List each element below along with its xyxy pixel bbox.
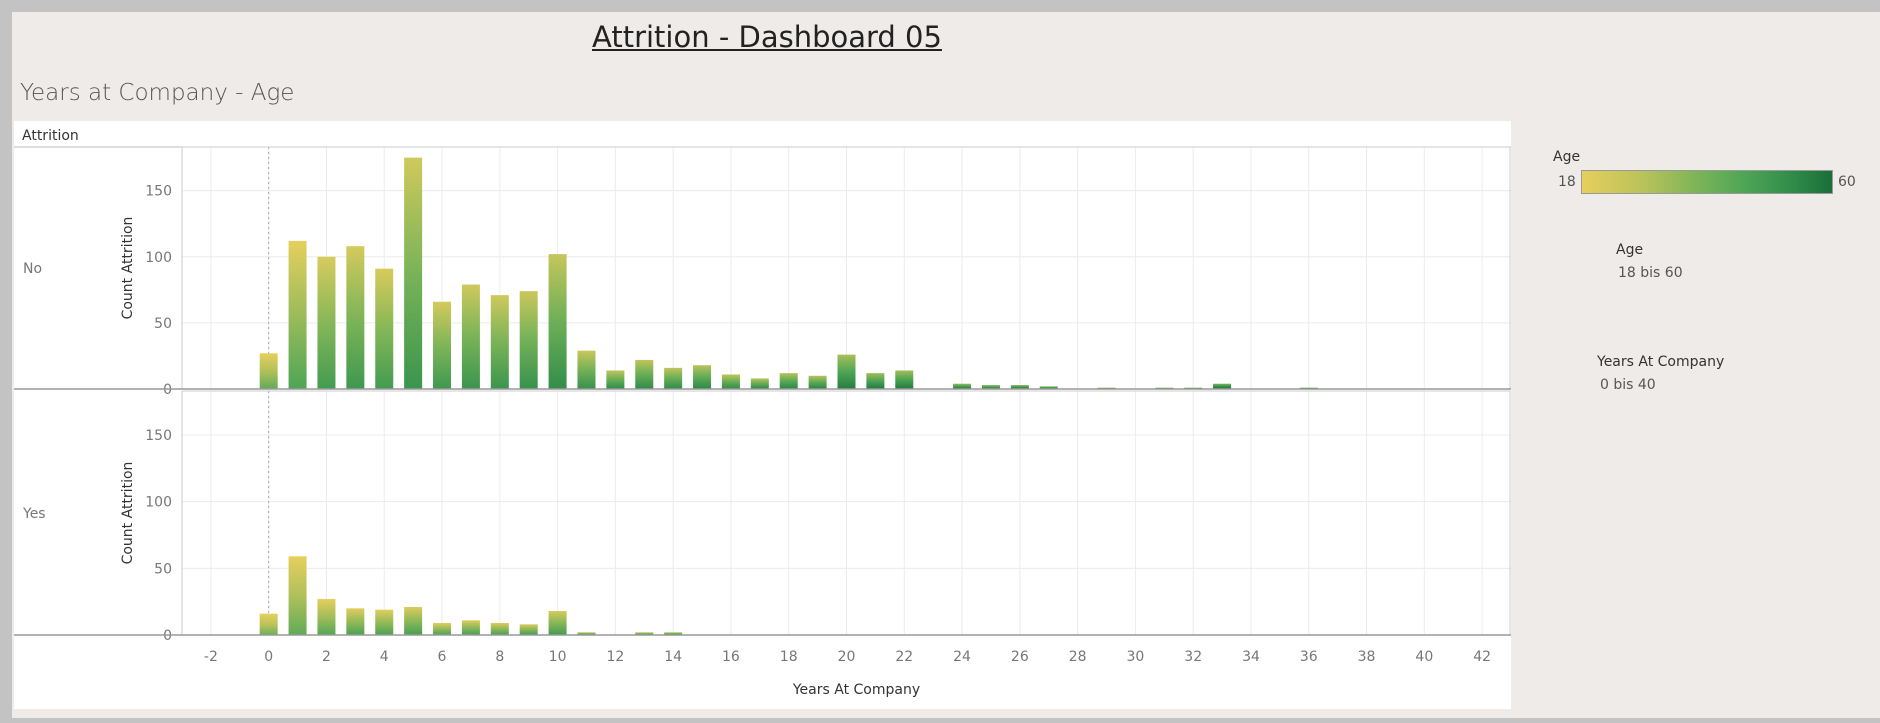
x-tick-label: -2 [204, 649, 218, 665]
bar-yes-5 [404, 607, 423, 635]
bar-no-27 [1039, 386, 1058, 389]
age-filter-range[interactable]: 18 bis 60 [1618, 265, 1683, 281]
attrition-header-label: Attrition [22, 128, 79, 144]
y-tick-label: 150 [145, 184, 172, 200]
x-tick-label: 2 [322, 649, 331, 665]
y-tick-label: 100 [145, 250, 172, 266]
bar-no-10 [548, 254, 567, 389]
y-tick-label: 0 [163, 628, 172, 644]
bar-yes-9 [519, 624, 538, 635]
bar-no-22 [895, 370, 914, 389]
x-tick-label: 30 [1126, 649, 1144, 665]
chart-area[interactable]: Attrition 0 50 100 150 No Count Attrition 0 50 10… [14, 121, 1511, 709]
x-tick-label: 42 [1473, 649, 1491, 665]
x-tick-label: 20 [838, 649, 856, 665]
x-tick-label: 38 [1358, 649, 1376, 665]
y-tick-label: 150 [145, 428, 172, 444]
dashboard-title: Attrition - Dashboard 05 [592, 20, 942, 54]
bar-no-6 [433, 301, 452, 389]
y-tick-label: 0 [163, 382, 172, 398]
x-tick-label: 4 [380, 649, 389, 665]
bar-yes-6 [433, 623, 452, 635]
x-tick-label: 26 [1011, 649, 1029, 665]
bar-no-11 [577, 350, 596, 389]
bar-no-25 [981, 385, 1000, 389]
x-tick-label: 22 [895, 649, 913, 665]
header-row [14, 121, 1511, 147]
bar-yes-0 [259, 613, 278, 635]
bar-no-13 [635, 359, 654, 389]
bar-no-12 [606, 370, 625, 389]
bar-yes-1 [288, 556, 307, 635]
color-legend-max: 60 [1838, 174, 1856, 190]
x-tick-label: 8 [495, 649, 504, 665]
x-tick-label: 10 [549, 649, 567, 665]
y-tick-label: 100 [145, 495, 172, 511]
bar-no-15 [693, 365, 712, 389]
bar-yes-14 [664, 632, 683, 635]
bar-no-9 [519, 291, 538, 389]
bar-yes-13 [635, 632, 654, 635]
row-label-yes: Yes [22, 506, 46, 522]
bar-no-1 [288, 240, 307, 389]
y-tick-label: 50 [154, 561, 172, 577]
bar-no-2 [317, 256, 336, 389]
bar-no-17 [750, 378, 769, 389]
bar-yes-8 [490, 623, 509, 635]
sheet-title: Years at Company - Age [20, 80, 295, 106]
x-axis-title: Years At Company [792, 682, 920, 698]
bar-no-0 [259, 353, 278, 389]
y-axis-title: Count Attrition [120, 217, 136, 320]
bar-no-26 [1010, 385, 1029, 389]
bar-no-33 [1213, 383, 1232, 389]
bar-yes-7 [461, 620, 480, 635]
bar-yes-3 [346, 608, 365, 635]
x-tick-label: 32 [1184, 649, 1202, 665]
x-tick-label: 28 [1069, 649, 1087, 665]
age-filter-title: Age [1616, 242, 1644, 258]
bar-yes-2 [317, 599, 336, 635]
bar-no-5 [404, 157, 423, 389]
x-tick-label: 14 [664, 649, 682, 665]
x-tick-label: 18 [780, 649, 798, 665]
x-tick-label: 6 [438, 649, 447, 665]
x-tick-label: 16 [722, 649, 740, 665]
bar-no-20 [837, 354, 856, 389]
row-label-no: No [23, 261, 42, 277]
bar-no-4 [375, 268, 394, 389]
age-color-ramp [1581, 170, 1833, 194]
bar-no-16 [721, 374, 740, 389]
bar-no-24 [953, 383, 972, 389]
x-tick-label: 24 [953, 649, 971, 665]
bar-yes-11 [577, 632, 596, 635]
x-tick-label: 40 [1415, 649, 1433, 665]
bar-no-21 [866, 373, 885, 389]
x-tick-label: 34 [1242, 649, 1260, 665]
x-tick-label: 0 [264, 649, 273, 665]
bar-no-14 [664, 367, 683, 389]
y-axis-title: Count Attrition [120, 462, 136, 565]
y-tick-label: 50 [154, 316, 172, 332]
x-tick-label: 12 [606, 649, 624, 665]
bar-no-8 [490, 295, 509, 389]
bar-no-19 [808, 375, 827, 389]
bar-no-7 [461, 284, 480, 389]
bar-yes-10 [548, 611, 567, 635]
years-filter-range[interactable]: 0 bis 40 [1600, 377, 1656, 393]
bar-no-3 [346, 246, 365, 389]
color-legend-min: 18 [1558, 174, 1576, 190]
color-legend-title: Age [1553, 149, 1581, 165]
bar-yes-4 [375, 609, 394, 635]
bar-no-18 [779, 373, 798, 389]
years-filter-title: Years At Company [1597, 354, 1725, 370]
x-tick-label: 36 [1300, 649, 1318, 665]
